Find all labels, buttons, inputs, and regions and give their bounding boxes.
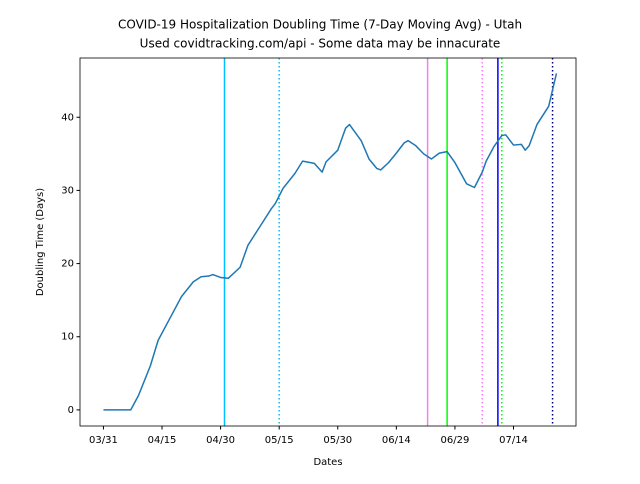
y-tick-label: 10 bbox=[61, 332, 74, 343]
plot-frame bbox=[79, 57, 577, 427]
x-axis-label: Dates bbox=[313, 457, 342, 468]
x-tick-label: 03/31 bbox=[89, 435, 118, 446]
x-tick-label: 05/30 bbox=[323, 435, 352, 446]
x-tick-label: 07/14 bbox=[499, 435, 528, 446]
y-tick-label: 30 bbox=[61, 185, 74, 196]
x-tick-label: 06/29 bbox=[441, 435, 470, 446]
data-line bbox=[103, 73, 558, 411]
chart-subtitle: Used covidtracking.com/api - Some data m… bbox=[140, 37, 501, 51]
x-tick-label: 04/30 bbox=[206, 435, 235, 446]
y-tick-label: 40 bbox=[61, 112, 74, 123]
y-tick-label: 20 bbox=[61, 259, 74, 270]
y-axis-label: Doubling Time (Days) bbox=[35, 188, 46, 296]
chart-title: COVID-19 Hospitalization Doubling Time (… bbox=[118, 18, 522, 32]
x-tick-label: 04/15 bbox=[148, 435, 177, 446]
x-tick-label: 06/14 bbox=[382, 435, 411, 446]
y-tick-label: 0 bbox=[68, 405, 74, 416]
x-tick-label: 05/15 bbox=[265, 435, 294, 446]
